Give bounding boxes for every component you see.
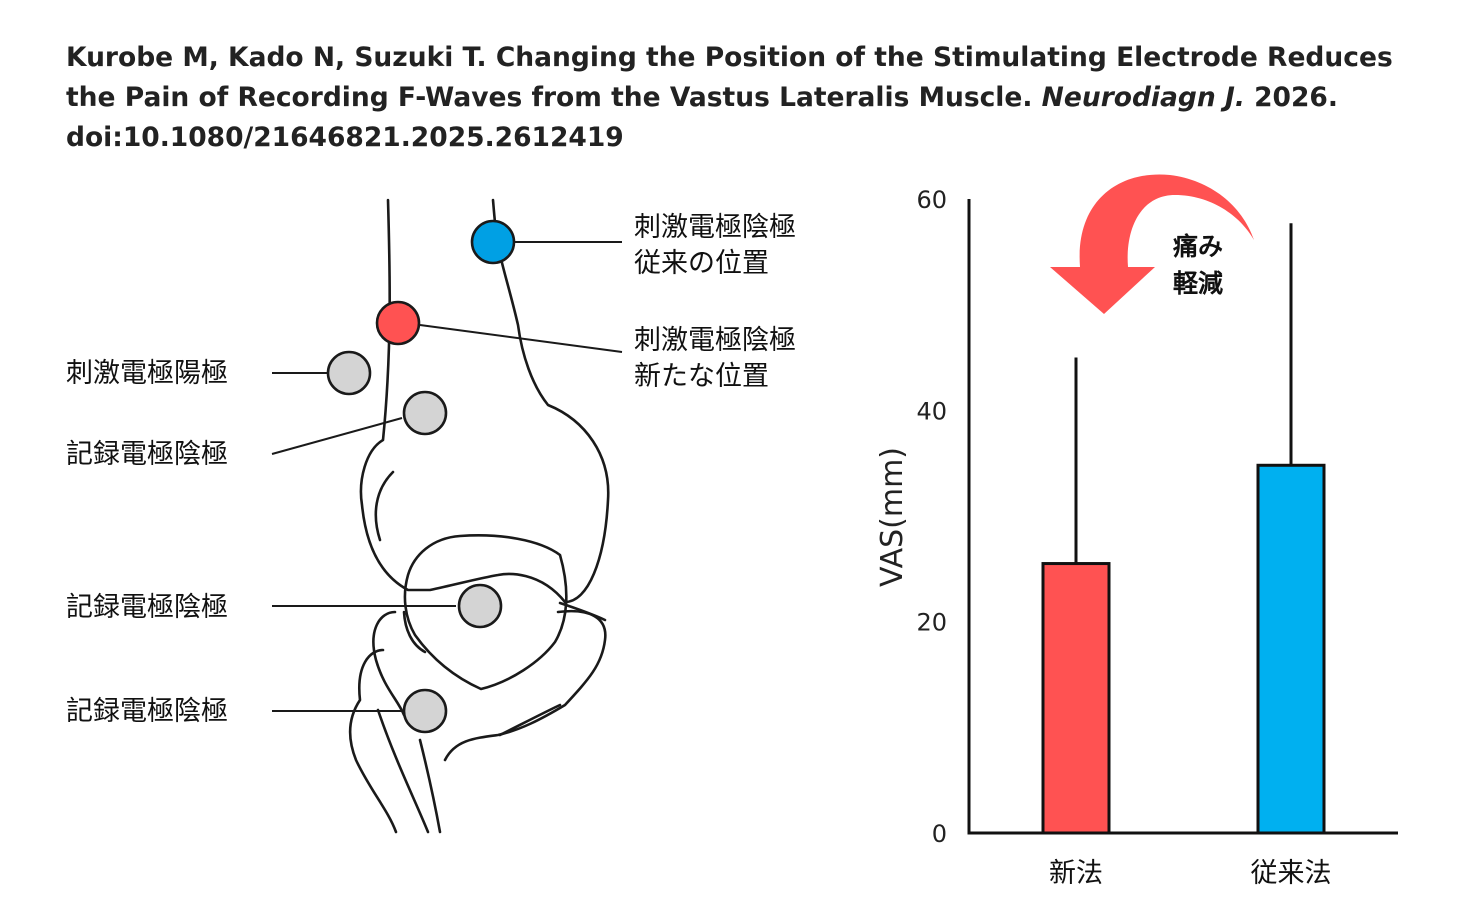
- fibula-line: [376, 708, 430, 834]
- citation-line-2-text: the Pain of Recording F-Waves from the V…: [66, 82, 1042, 113]
- pain-reduction-arrow: 痛み 軽減: [1050, 174, 1254, 314]
- y-axis-title: VAS(mm): [875, 447, 910, 587]
- leader-new: [419, 324, 623, 353]
- chart-bars: 新法 従来法: [1041, 223, 1332, 889]
- electrode-recording-3: [402, 688, 448, 734]
- electrode-conventional-cathode: [470, 219, 516, 265]
- leader-rec-1: [271, 417, 403, 455]
- y-tick-label: 0: [932, 820, 947, 848]
- bar-2: [1256, 463, 1326, 835]
- electrode-recording-2: [457, 583, 503, 629]
- label-stim-cathode-conventional-1: 刺激電極陰極: [634, 212, 796, 243]
- citation-journal: Neurodiagn J.: [1041, 82, 1245, 113]
- chart-axes: 0 20 40 60: [916, 186, 1398, 848]
- y-tick-label: 20: [916, 609, 947, 637]
- y-tick-label: 60: [916, 186, 947, 214]
- femur-outline: [359, 198, 610, 604]
- joint-line: [402, 601, 607, 654]
- citation-doi: doi:10.1080/21646821.2025.2612419: [66, 122, 624, 153]
- tibia-condyle: [498, 703, 562, 737]
- label-stim-cathode-conventional-2: 従来の位置: [634, 248, 769, 279]
- category-label-2: 従来法: [1251, 858, 1332, 889]
- category-label-1: 新法: [1049, 858, 1103, 889]
- tibia-plateau: [372, 609, 607, 762]
- leader-lines: [271, 241, 623, 712]
- pain-text-line-1: 痛み: [1173, 232, 1223, 261]
- citation-line-1: Kurobe M, Kado N, Suzuki T. Changing the…: [66, 42, 1393, 73]
- femur-inner-line: [374, 470, 395, 542]
- label-rec-cathode-2: 記録電極陰極: [66, 592, 228, 623]
- electrodes: [326, 219, 516, 734]
- curved-arrow-icon: [1050, 174, 1254, 314]
- patella-outline: [403, 534, 568, 691]
- citation-year: 2026.: [1244, 82, 1338, 113]
- tibia-left-edge: [348, 648, 398, 834]
- label-rec-cathode-3: 記録電極陰極: [66, 696, 228, 727]
- electrode-anode: [326, 350, 372, 396]
- electrode-new-cathode: [375, 300, 421, 346]
- bar-1: [1041, 562, 1111, 835]
- knee-outline: [348, 198, 610, 834]
- label-rec-cathode-1: 記録電極陰極: [66, 439, 228, 470]
- citation: Kurobe M, Kado N, Suzuki T. Changing the…: [66, 38, 1456, 158]
- label-stim-anode: 刺激電極陽極: [66, 358, 228, 389]
- electrode-recording-1: [402, 390, 448, 436]
- pain-text-line-2: 軽減: [1173, 269, 1223, 298]
- y-tick-label: 40: [916, 397, 947, 425]
- knee-diagram: [271, 198, 623, 834]
- label-stim-cathode-new-2: 新たな位置: [634, 361, 769, 392]
- label-stim-cathode-new-1: 刺激電極陰極: [634, 325, 796, 356]
- citation-line-2: the Pain of Recording F-Waves from the V…: [66, 78, 1456, 118]
- tibia-shaft-line: [418, 738, 442, 834]
